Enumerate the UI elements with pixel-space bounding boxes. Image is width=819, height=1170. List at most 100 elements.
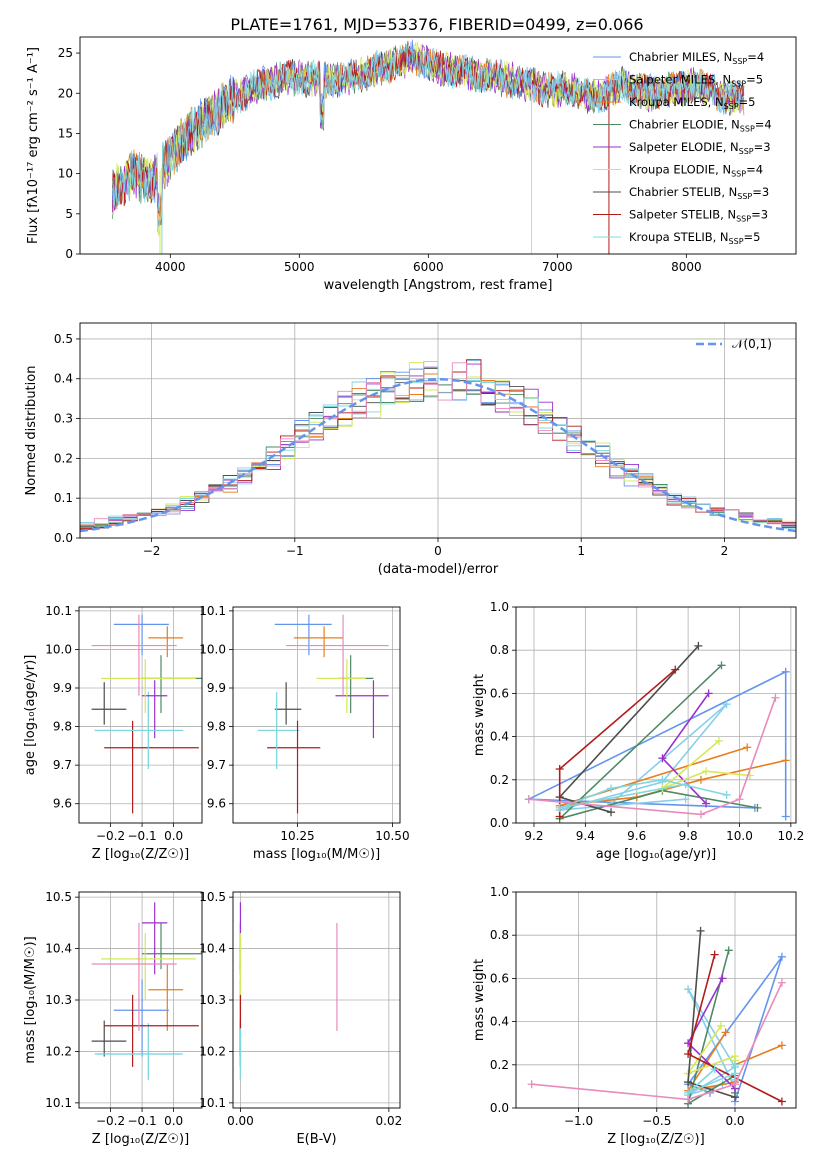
plot-area-residuals: [80, 323, 796, 538]
y-tick-label: 0.2: [54, 451, 73, 465]
y-tick-label: 0: [65, 247, 73, 261]
y-tick-label: 1.0: [490, 600, 509, 614]
weight-marker-ks: [722, 790, 731, 799]
y-axis-label: Normed distribution: [24, 366, 39, 496]
weight-marker-ke: [702, 767, 711, 776]
x-tick-label: −1: [286, 544, 304, 558]
weight-marker-km: [781, 756, 790, 765]
axes-frame: [232, 891, 401, 1109]
legend-label-cs: Chabrier STELIB, NSSP=3: [629, 185, 769, 201]
legend-label-sm: Salpeter MILES, NSSP=5: [629, 73, 763, 89]
errorbar-km: [148, 964, 184, 1031]
x-tick-label: 0.0: [164, 829, 183, 843]
errorbar-cm: [274, 614, 332, 656]
x-axis-label: Z [log₁₀(Z/Z☉)]: [92, 1132, 189, 1147]
x-tick-label: 8000: [671, 260, 702, 274]
y-tick-label: 0.2: [490, 1058, 509, 1072]
x-tick-label: 0.00: [227, 1114, 254, 1128]
x-axis-label: (data-model)/error: [378, 562, 499, 577]
weight-marker-extra: [696, 810, 705, 819]
axes-frame: [78, 891, 203, 1109]
weight-marker-extra: [524, 795, 533, 804]
x-tick-label: 0.0: [164, 1114, 183, 1128]
y-tick-label: 9.6: [207, 797, 226, 811]
plot-area-mass_vs_Z: [79, 892, 202, 1108]
y-tick-label: 10: [58, 167, 73, 181]
weight-marker-ce: [717, 661, 726, 670]
errorbar-se: [335, 680, 389, 739]
histogram-ks: [80, 361, 796, 530]
weight-series-extra: [527, 978, 786, 1104]
weight-marker-cm: [781, 812, 790, 821]
y-tick-label: 0.3: [54, 412, 73, 426]
errorbar-ce: [339, 655, 374, 714]
y-tick-label: 10.1: [45, 1096, 72, 1110]
weight-marker-ce: [724, 946, 733, 955]
axes-frame: [78, 606, 203, 824]
weight-marker-extra: [777, 978, 786, 987]
y-tick-label: 0.0: [54, 531, 73, 545]
weight-marker-extra: [735, 795, 744, 804]
errorbar-ks: [257, 699, 296, 769]
x-tick-label: −0.1: [128, 1114, 157, 1128]
errorbar-extra: [91, 922, 177, 1031]
errorbar-cs: [274, 682, 302, 725]
y-tick-label: 25: [58, 46, 73, 60]
y-tick-label: 10.3: [199, 993, 226, 1007]
weight-marker-extra: [771, 693, 780, 702]
y-tick-label: 0.8: [490, 928, 509, 942]
x-tick-label: 10.2: [778, 829, 805, 843]
weight-marker-extra: [527, 1080, 536, 1089]
y-axis-label: Flux [fλ10⁻¹⁷ erg cm⁻² s⁻¹ A⁻¹]: [26, 47, 41, 244]
x-tick-label: 0: [434, 544, 442, 558]
weight-line-extra: [531, 982, 783, 1101]
y-tick-label: 9.9: [53, 681, 72, 695]
weight-marker-ke: [714, 736, 723, 745]
x-tick-label: 10.0: [726, 829, 753, 843]
panel-weight_vs_Z: −1.0 −0.5 0.0 0.0 0.2 0.4 0.6 0.8 1.0 Z [log₁₀(Z/…: [472, 885, 797, 1147]
errorbar-ss: [104, 994, 199, 1067]
weight-marker-se: [658, 754, 667, 763]
y-tick-label: 0.8: [490, 643, 509, 657]
axes-frame: [515, 606, 797, 824]
errorbar-cs: [91, 1020, 127, 1057]
grid-mass_vs_Z: [79, 892, 202, 1108]
weight-marker-cs: [696, 926, 705, 935]
y-tick-label: 9.7: [207, 758, 226, 772]
weight-series-extra: [524, 693, 780, 819]
weight-marker-cs: [730, 1093, 739, 1102]
legend-spectrum: Chabrier MILES, NSSP=4 Salpeter MILES, NS…: [593, 50, 772, 246]
plot-area-weight_vs_Z: [516, 892, 796, 1108]
y-tick-label: 0.0: [490, 816, 509, 830]
spectrum-line-ke: [111, 41, 745, 237]
legend-label-ks: Kroupa STELIB, NSSP=5: [629, 230, 760, 246]
weight-marker-sm: [684, 985, 693, 994]
weight-series-ss: [684, 950, 786, 1106]
errorbar-cm: [113, 979, 169, 1057]
weight-series-se: [658, 689, 713, 808]
x-tick-label: 10.25: [280, 829, 314, 843]
weight-marker-extra: [730, 1080, 739, 1089]
x-tick-label: −0.2: [96, 829, 125, 843]
y-tick-label: 0.4: [54, 372, 73, 386]
panel-spectrum: 4000 5000 6000 7000 8000 0 5 10 15 20 25 wavelength…: [26, 36, 797, 293]
legend-label-ss: Salpeter STELIB, NSSP=3: [629, 208, 768, 224]
weight-marker-se: [704, 689, 713, 698]
x-tick-label: −0.1: [128, 829, 157, 843]
weight-marker-ss: [555, 765, 564, 773]
weight-line-ce: [559, 664, 758, 820]
y-tick-label: 0.2: [490, 773, 509, 787]
y-tick-label: 5: [65, 207, 73, 221]
panel-mass_vs_Z: −0.2 −0.1 0.0 10.1 10.2 10.3 10.4 10.5 Z [log₁₀(…: [23, 890, 203, 1147]
grid-age_vs_Z: [79, 607, 202, 823]
weight-marker-se: [718, 974, 727, 983]
y-tick-label: 10.4: [199, 942, 226, 956]
weight-marker-ss: [555, 812, 564, 821]
grid-age_vs_mass: [233, 607, 400, 823]
weight-marker-ss: [777, 1097, 786, 1106]
weight-series-cs: [555, 641, 703, 817]
x-axis-label: E(B-V): [296, 1132, 336, 1147]
weight-series-ss: [555, 665, 680, 821]
y-tick-label: 10.2: [199, 1044, 226, 1058]
